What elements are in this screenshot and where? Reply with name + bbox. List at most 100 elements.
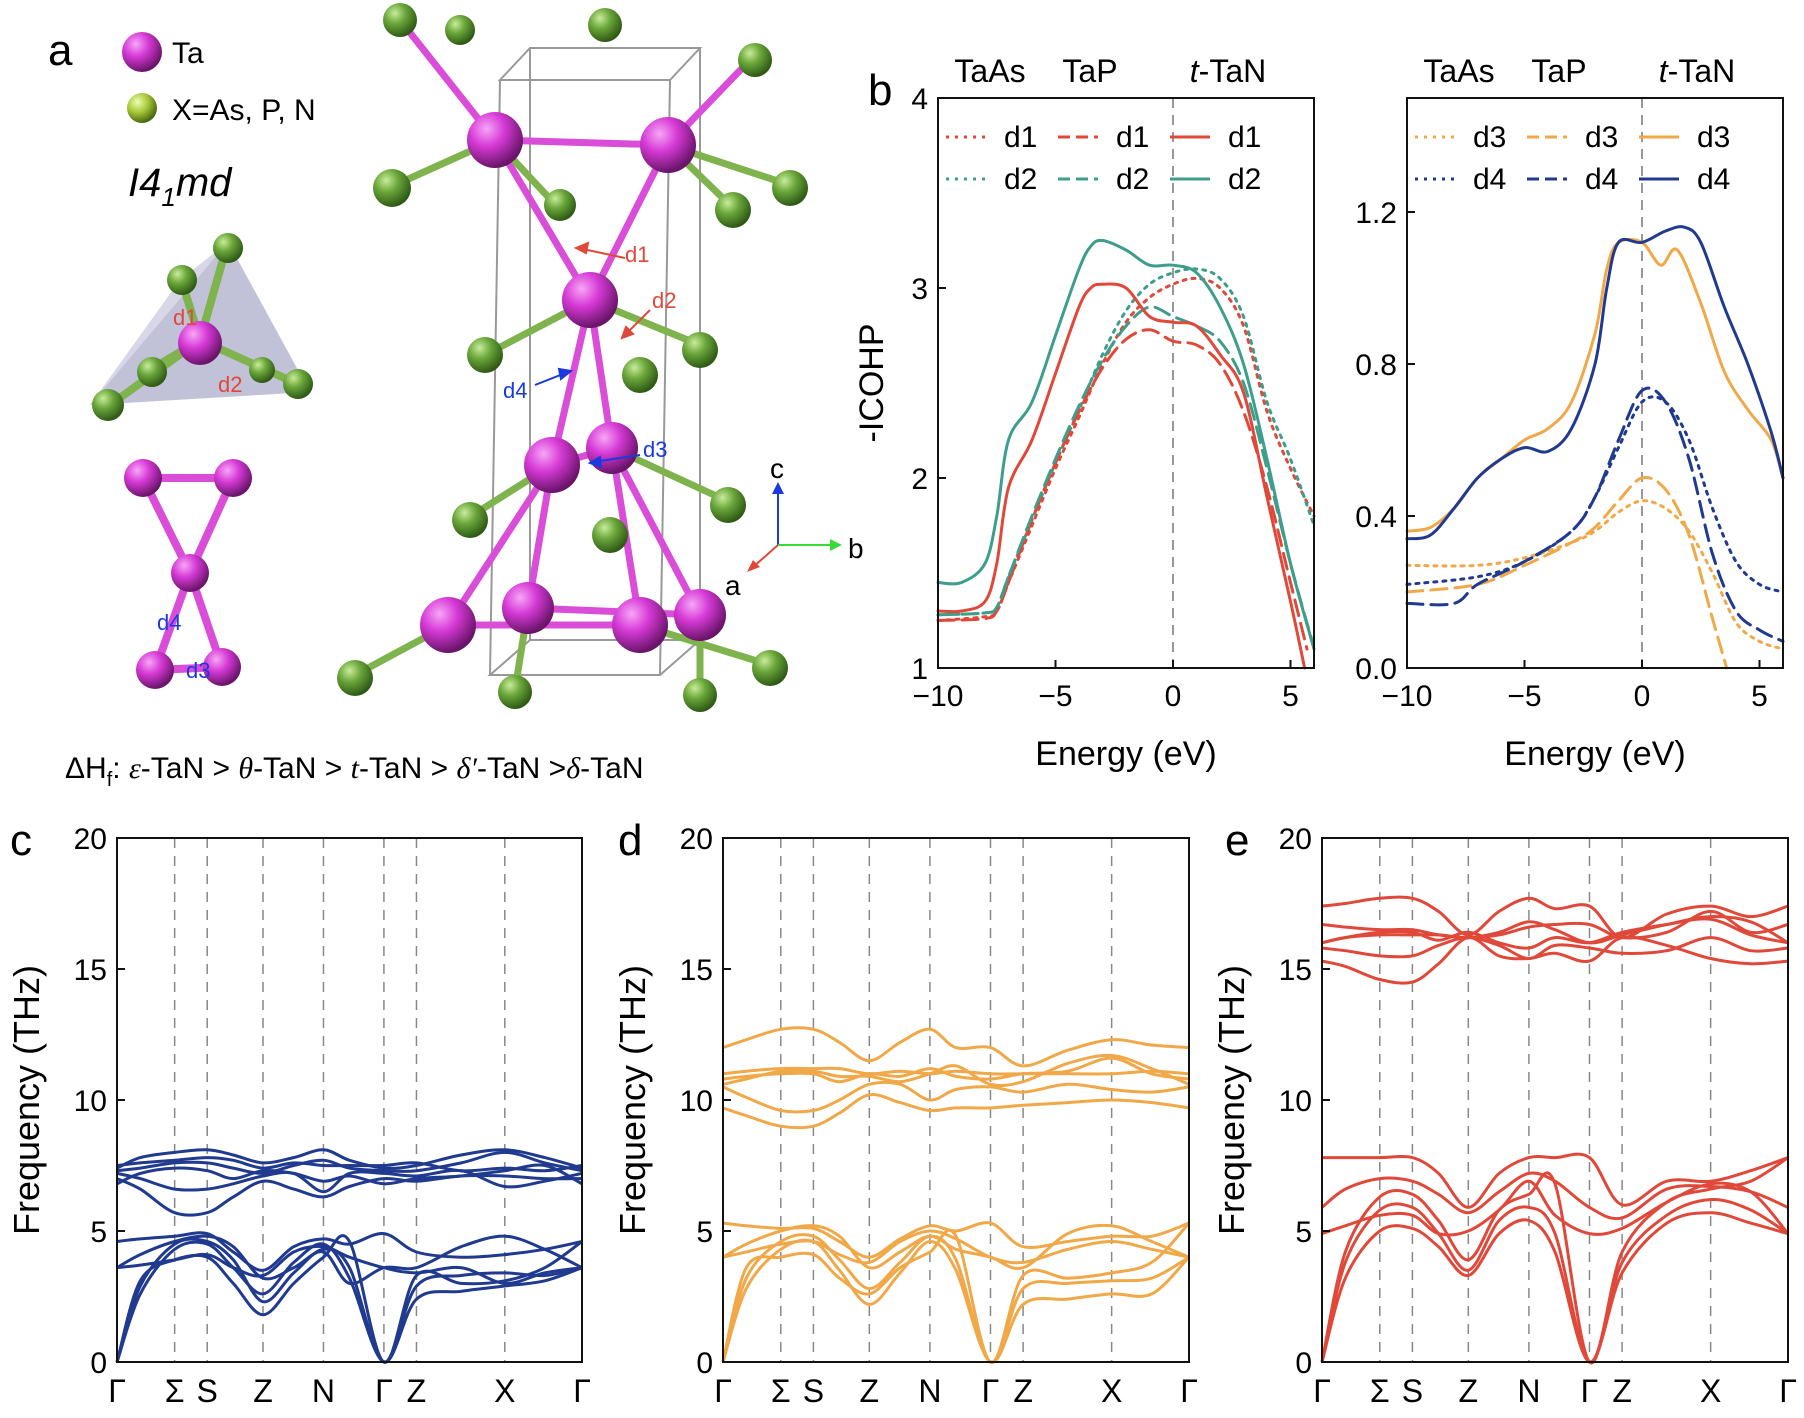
legend-label: d3: [1697, 121, 1730, 154]
cohp-series-tap-d2: [936, 305, 1314, 641]
cohp-chart-b-right: −10 −5 0 5 0.0 0.4 0.8 1.2 Energy (eV) TaAs TaP t-T…: [1355, 53, 1785, 773]
kpoint-label: Σ: [771, 1373, 791, 1409]
cluster-bond-label-d4: d4: [157, 610, 181, 635]
phonon-branch-h1: [722, 1093, 1190, 1130]
y-tick-label: 5: [1295, 1216, 1312, 1249]
space-group-label: I41md: [128, 161, 233, 212]
y-tick-label: 3: [911, 273, 928, 306]
phonon-branch-o3: [1322, 1152, 1789, 1209]
cohp-series-t-tan-d4: [1405, 225, 1785, 541]
legend-label: d1: [1228, 121, 1261, 154]
phonon-branch-h6: [116, 1163, 583, 1186]
plot-frame: [1406, 97, 1784, 669]
phonon-branch-o2: [1321, 1171, 1789, 1221]
phonon-branch-h5: [116, 1148, 583, 1170]
kpoint-label: Z: [860, 1373, 880, 1409]
kpoint-label: Γ: [1180, 1373, 1198, 1409]
phonon-branch-a3: [1320, 1156, 1789, 1365]
space-group-tail: md: [176, 161, 233, 205]
cluster-bond-label-d3: d3: [186, 658, 210, 683]
x-axis-label: Energy (eV): [1035, 735, 1216, 773]
y-tick-label: 10: [680, 1085, 713, 1118]
y-axis-label: Frequency (THz): [612, 965, 653, 1235]
axis-c-label: c: [770, 453, 784, 484]
cohp-series-taas-d3: [1405, 499, 1785, 651]
cohp-series-t-tan-d1: [936, 282, 1307, 670]
legend-label: d4: [1473, 163, 1506, 196]
cohp-header-label: TaP: [1062, 53, 1117, 89]
cohp-series-tap-d4: [1405, 386, 1785, 643]
tetra-bond-label-d2: d2: [218, 372, 242, 397]
cohp-series-t-tan-d2: [936, 238, 1316, 651]
cohp-series-t-tan-d3: [1405, 237, 1785, 533]
kpoint-label: X: [494, 1373, 515, 1409]
cohp-header-label: t-TaN: [1190, 53, 1266, 89]
tetra-bond-label-d1: d1: [173, 305, 197, 330]
panel-label-c: c: [10, 816, 32, 865]
panel-label-d: d: [618, 816, 642, 865]
y-tick-label: 5: [90, 1216, 107, 1249]
y-tick-label: 1: [911, 653, 928, 686]
unit-cell-illustration: d1 d2 d4 d3: [337, 3, 808, 712]
kpoint-label: Σ: [1370, 1373, 1390, 1409]
axis-a-label: a: [725, 570, 741, 601]
x-atom-legend-icon: [127, 93, 157, 123]
x-tick-label: −10: [1382, 680, 1433, 713]
kpoint-label: Γ: [982, 1373, 1000, 1409]
phonon-branch-h5: [1321, 895, 1789, 940]
y-axis-label: Frequency (THz): [1211, 965, 1252, 1235]
formation-enthalpy-ordering: ΔHf: ε-TaN > θ-TaN > t-TaN > δ′-TaN >δ-T…: [65, 752, 643, 791]
cell-bond-label-d3: d3: [643, 437, 667, 462]
kpoint-label: Z: [407, 1373, 427, 1409]
cell-bond-label-d2: d2: [652, 288, 676, 313]
kpoint-label: S: [1402, 1373, 1423, 1409]
x-axis-label: Energy (eV): [1504, 735, 1685, 773]
legend-label: d2: [1228, 163, 1261, 196]
ta-atom-legend-icon: [122, 32, 162, 72]
phonon-branch-a1: [1320, 1211, 1789, 1364]
legend-label: d2: [1116, 163, 1149, 196]
cohp-chart-b-left: −10 −5 0 5 1 2 3 4 Energy (eV) -ICOHP TaAs TaP t-TaN…: [853, 53, 1316, 773]
y-tick-label: 0.8: [1355, 349, 1397, 382]
legend-label: d1: [1004, 121, 1037, 154]
cohp-header-label: TaP: [1531, 53, 1586, 89]
y-tick-label: 5: [696, 1216, 713, 1249]
y-tick-label: 0.4: [1355, 501, 1397, 534]
phonon-branch-h2: [722, 1080, 1190, 1114]
space-group-sub: 1: [161, 182, 175, 212]
tetrahedron-illustration: d1 d2: [90, 233, 313, 421]
legend-x-label: X=As, P, N: [172, 94, 316, 127]
legend-ta-label: Ta: [172, 37, 204, 70]
kpoint-label: Z: [1459, 1373, 1479, 1409]
y-axis-label: Frequency (THz): [6, 965, 47, 1235]
phonon-branch-o2: [116, 1231, 583, 1272]
kpoint-label: N: [312, 1373, 335, 1409]
kpoint-label: N: [1517, 1373, 1540, 1409]
phonon-branch-h4: [116, 1156, 583, 1173]
phonon-branch-o3: [722, 1223, 1190, 1270]
y-tick-label: 20: [680, 823, 713, 856]
panel-label-e: e: [1225, 816, 1249, 865]
x-tick-label: 0: [1634, 680, 1651, 713]
header-rest: -TaN: [1199, 53, 1267, 89]
phonon-branch-h3: [722, 1056, 1190, 1084]
kpoint-label: X: [1101, 1373, 1122, 1409]
legend-label: d3: [1585, 121, 1618, 154]
cohp-series-tap-d1: [936, 328, 1309, 651]
header-italic-prefix: t: [1190, 53, 1200, 89]
phonon-branch-h1: [116, 1173, 583, 1217]
kpoint-label: Γ: [1581, 1373, 1599, 1409]
y-tick-label: 0: [696, 1347, 713, 1380]
kpoint-label: Γ: [714, 1373, 732, 1409]
x-tick-label: 5: [1751, 680, 1768, 713]
y-tick-label: 4: [911, 83, 928, 116]
cell-bond-label-d1: d1: [625, 242, 649, 267]
ta-cluster-illustration: d4 d3: [124, 459, 252, 689]
legend-label: d3: [1473, 121, 1506, 154]
phonon-branch-h2: [1321, 936, 1789, 960]
y-axis-label: -ICOHP: [853, 324, 891, 443]
panel-label-a: a: [48, 26, 73, 75]
